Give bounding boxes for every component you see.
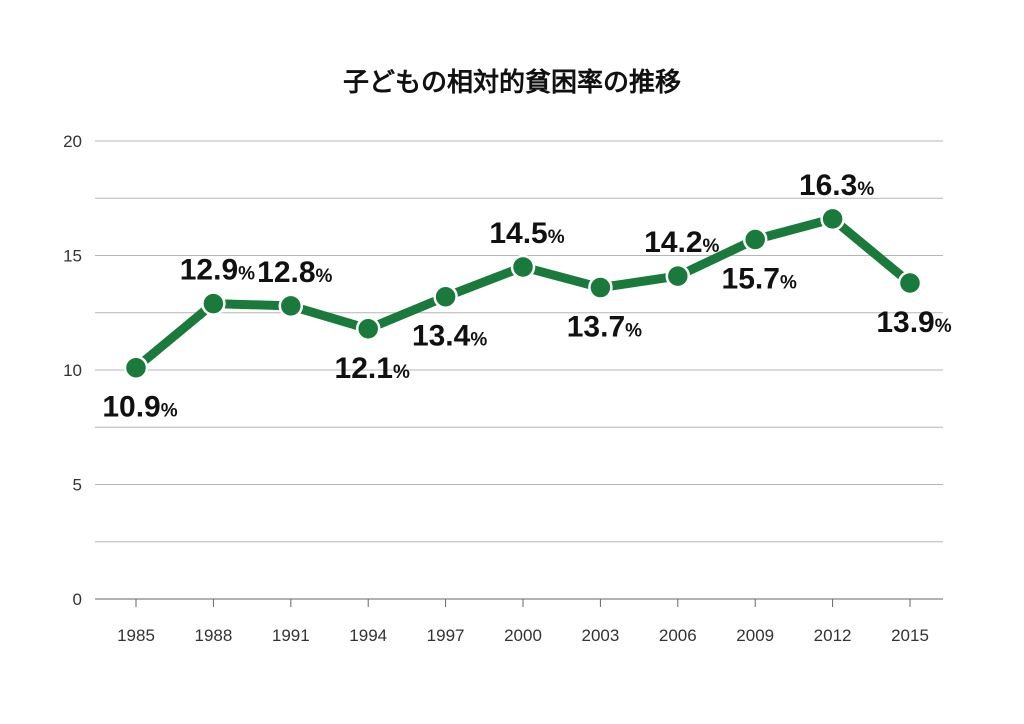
x-tick-label: 2003 xyxy=(581,626,619,645)
x-axis: 1985 1988 1991 1994 1997 2000 2003 2006 2009 2012… xyxy=(117,599,929,645)
data-label: 13.7% xyxy=(567,311,642,344)
data-point xyxy=(742,227,768,252)
data-point xyxy=(588,275,613,300)
data-label: 14.2% xyxy=(644,226,719,259)
data-label: 10.9% xyxy=(102,391,177,424)
data-label: 12.8% xyxy=(257,256,332,289)
data-label: 15.7% xyxy=(722,262,797,295)
x-tick-label: 2000 xyxy=(504,626,542,645)
data-label: 12.9% xyxy=(180,254,255,287)
y-tick-label: 20 xyxy=(63,132,82,151)
data-point xyxy=(820,206,845,232)
data-label: 13.4% xyxy=(412,320,487,353)
x-tick-label: 1988 xyxy=(194,626,232,645)
y-tick-label: 15 xyxy=(63,247,82,266)
x-tick-label: 1994 xyxy=(349,626,387,645)
x-tick-label: 2009 xyxy=(736,626,774,645)
data-label: 13.9% xyxy=(876,306,951,339)
gridlines xyxy=(95,140,943,600)
y-tick-label: 10 xyxy=(63,361,82,380)
data-point xyxy=(510,254,536,280)
data-labels: 10.9% 12.9% 12.8% 12.1%13.4% 14.5% 13.7% 14.2%… xyxy=(102,169,951,424)
data-label: 14.5% xyxy=(489,217,564,250)
data-point xyxy=(897,270,923,296)
data-point xyxy=(123,355,149,380)
data-point xyxy=(665,263,691,289)
data-point xyxy=(201,291,226,316)
x-tick-label: 1985 xyxy=(117,626,155,645)
x-tick-label: 2006 xyxy=(659,626,697,645)
x-tick-label: 2012 xyxy=(814,626,852,645)
chart-title: 子どもの相対的貧困率の推移 xyxy=(343,67,681,98)
x-tick-label: 1997 xyxy=(427,626,465,645)
x-tick-label: 1991 xyxy=(272,626,310,645)
y-tick-label: 0 xyxy=(73,590,82,609)
data-label: 12.1% xyxy=(335,352,410,385)
data-label: 16.3% xyxy=(799,169,874,202)
data-point xyxy=(433,284,458,309)
data-point xyxy=(355,316,381,342)
data-point xyxy=(278,293,304,319)
series-line xyxy=(123,206,923,380)
y-tick-label: 5 xyxy=(73,476,82,495)
x-tick-label: 2015 xyxy=(891,626,929,645)
y-axis: 0 5 10 15 20 xyxy=(63,132,82,609)
